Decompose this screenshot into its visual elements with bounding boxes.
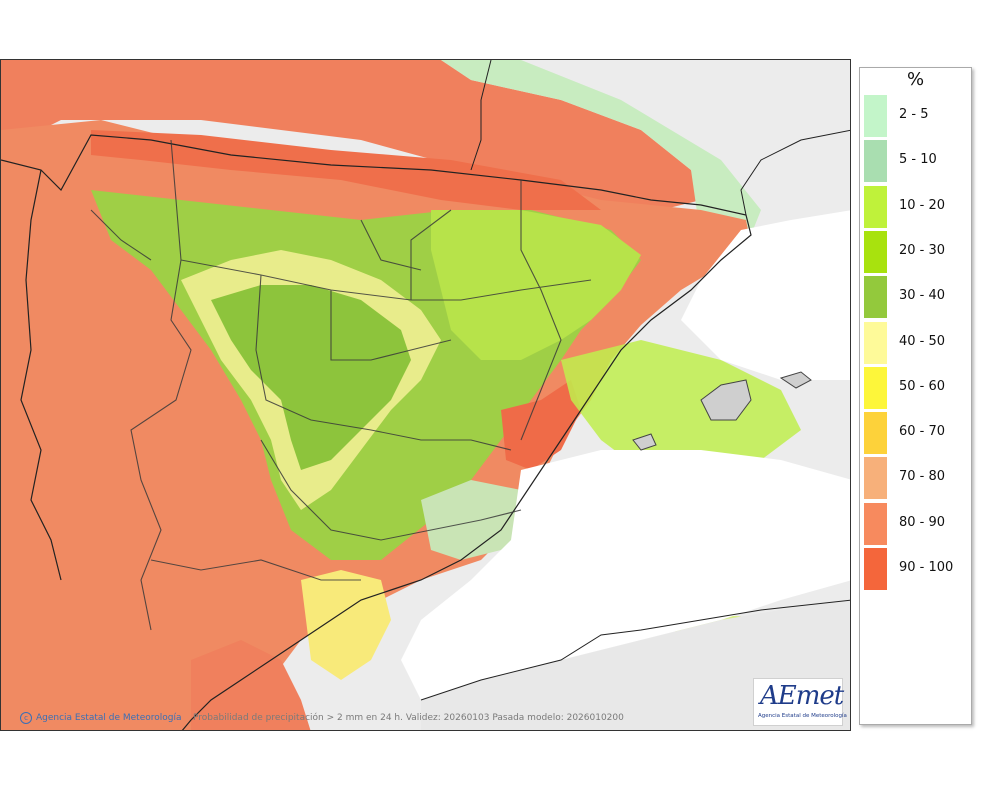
- legend-swatch: [864, 457, 887, 500]
- france-med-coast: [740, 129, 850, 216]
- valencia-red: [501, 380, 581, 470]
- legend-label: 60 - 70: [899, 424, 946, 440]
- legend-label: 20 - 30: [899, 242, 946, 258]
- legend-label: 2 - 5: [899, 107, 929, 122]
- map-canvas: [1, 60, 850, 730]
- legend-item: 2 - 5: [864, 95, 970, 137]
- region-borders: [90, 139, 592, 631]
- precipitation-probability-map: [0, 59, 851, 731]
- africa-coast: [420, 599, 850, 701]
- legend-item: 10 - 20: [864, 185, 970, 228]
- legend-item: 30 - 40: [864, 276, 970, 319]
- legend-label: 70 - 80: [899, 469, 946, 485]
- legend-label: 10 - 20: [899, 197, 946, 213]
- southeast-low: [421, 480, 531, 560]
- france-coast: [470, 60, 492, 171]
- agency-credit-text: Agencia Estatal de Meteorología: [36, 713, 182, 723]
- center-green: [211, 285, 411, 470]
- sea-white-east: [681, 210, 850, 380]
- legend: % 2 - 5 5 - 10 10 - 20 20 - 30 30 - 40 40 - 5…: [859, 67, 972, 725]
- legend-swatch: [864, 502, 887, 545]
- legend-label: 30 - 40: [899, 288, 946, 304]
- legend-label: 5 - 10: [899, 152, 937, 168]
- legend-label: 50 - 60: [899, 378, 946, 394]
- legend-title: %: [906, 69, 925, 90]
- legend-swatch: [864, 185, 887, 228]
- agency-credit: c Agencia Estatal de Meteorología: [20, 712, 182, 724]
- mallorca: [700, 379, 752, 421]
- legend-swatch: [864, 140, 887, 183]
- portugal-coast: [20, 169, 62, 581]
- med-green-1: [561, 340, 801, 480]
- legend-item: 40 - 50: [864, 321, 970, 364]
- legend-swatch: [864, 366, 887, 409]
- copyright-icon: c: [20, 712, 32, 724]
- legend-label: 80 - 90: [899, 514, 946, 530]
- aemet-logo-word: AEmet: [760, 681, 844, 711]
- aemet-logo: AEmet Agencia Estatal de Meteorología: [753, 678, 847, 726]
- legend-swatch: [864, 412, 887, 455]
- legend-item: 70 - 80: [864, 457, 970, 500]
- legend-item: 5 - 10: [864, 140, 970, 183]
- aemet-logo-subtitle: Agencia Estatal de Meteorología: [758, 713, 847, 719]
- africa-land: [421, 600, 850, 730]
- africa-west-red: [191, 640, 311, 730]
- east-green: [431, 210, 641, 360]
- legend-item: 90 - 100: [864, 548, 970, 590]
- legend-label: 40 - 50: [899, 333, 946, 349]
- legend-item: 50 - 60: [864, 366, 970, 409]
- ibiza: [632, 433, 657, 451]
- coastline: [1, 134, 752, 730]
- legend-swatch: [864, 548, 887, 590]
- sea-white-south: [401, 450, 850, 700]
- legend-swatch: [864, 276, 887, 319]
- legend-item: 20 - 30: [864, 230, 970, 273]
- legend-swatch: [864, 230, 887, 273]
- north-band: [91, 130, 601, 210]
- legend-label: 90 - 100: [899, 560, 954, 575]
- legend-item: 60 - 70: [864, 412, 970, 455]
- product-description: Probabilidad de precipitación > 2 mm en …: [193, 713, 624, 723]
- legend-swatch: [864, 321, 887, 364]
- legend-swatch: [864, 95, 887, 137]
- menorca: [779, 371, 812, 389]
- legend-item: 80 - 90: [864, 502, 970, 545]
